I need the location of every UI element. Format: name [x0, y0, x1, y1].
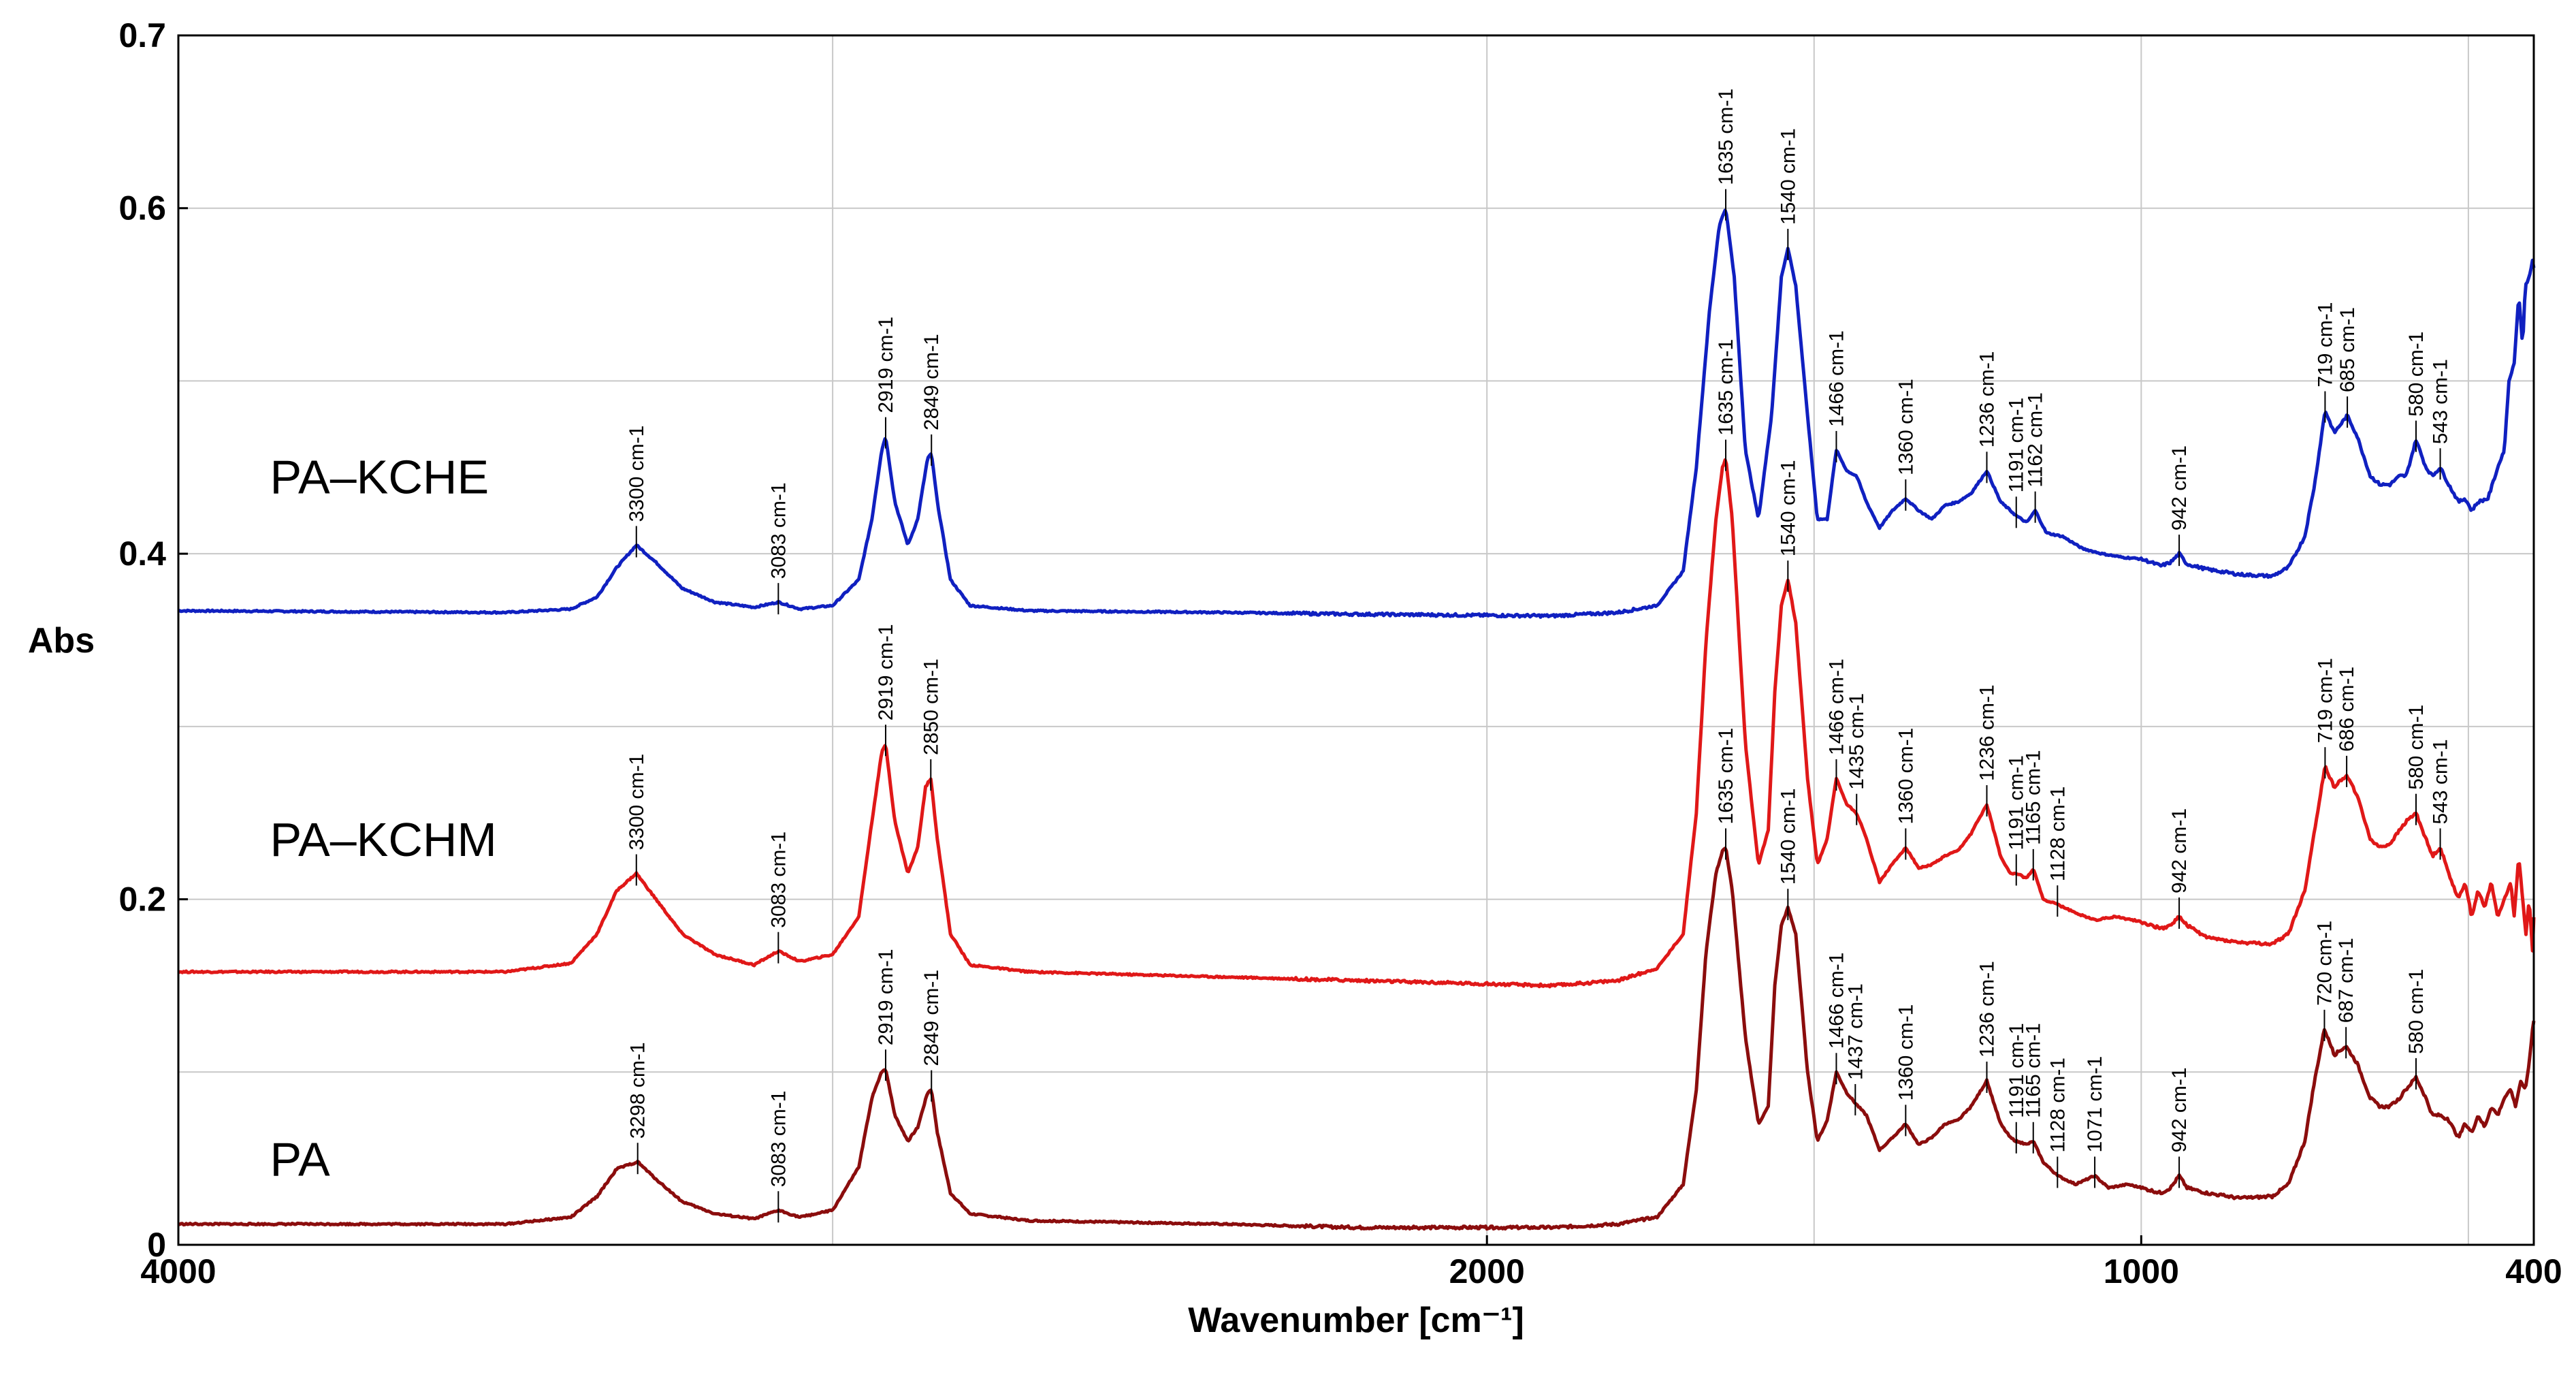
x-tick-label: 400 [2505, 1252, 2562, 1290]
peak-label: 942 cm-1 [2168, 445, 2191, 530]
peak-label: 2849 cm-1 [920, 970, 943, 1066]
spectra [177, 208, 2536, 1231]
peak-label: 3083 cm-1 [767, 831, 790, 928]
peak-label: 1635 cm-1 [1715, 728, 1737, 825]
peak-label: 2919 cm-1 [875, 624, 897, 720]
peak-label: 1466 cm-1 [1825, 658, 1848, 755]
y-tick-label: 0.7 [118, 16, 166, 54]
peak-label: 2850 cm-1 [920, 658, 942, 755]
peak-label: 2919 cm-1 [875, 317, 897, 413]
grid [178, 35, 2534, 1245]
y-tick-label: 0.6 [118, 189, 166, 227]
peak-label: 1236 cm-1 [1976, 684, 1999, 781]
peak-label: 580 cm-1 [2405, 705, 2428, 790]
peak-label: 1437 cm-1 [1844, 983, 1867, 1080]
peak-label: 1236 cm-1 [1976, 351, 1999, 448]
peak-label: 1360 cm-1 [1895, 1004, 1917, 1101]
peak-label: 1128 cm-1 [2046, 1058, 2069, 1153]
peak-label: 1540 cm-1 [1777, 789, 1799, 885]
spectrum-line-pa-kche [178, 208, 2536, 619]
peak-label: 942 cm-1 [2168, 1067, 2191, 1152]
y-axis-title: Abs [28, 621, 95, 661]
spectrum-line-pa [178, 846, 2536, 1231]
peak-label: 1071 cm-1 [2084, 1056, 2106, 1153]
peak-label: 1128 cm-1 [2046, 787, 2069, 882]
peak-label: 2919 cm-1 [875, 949, 897, 1045]
peak-label: 685 cm-1 [2336, 307, 2359, 392]
peak-label: 1165 cm-1 [2023, 750, 2045, 845]
peak-label: 2849 cm-1 [920, 334, 943, 430]
peak-label: 1162 cm-1 [2025, 392, 2047, 488]
peak-label: 3300 cm-1 [626, 426, 648, 522]
peak-label: 686 cm-1 [2336, 667, 2358, 752]
peak-label: 720 cm-1 [2313, 921, 2336, 1006]
peak-label: 1191 cm-1 [2006, 1023, 2028, 1118]
spectrum-line-pa-kchm [177, 458, 2536, 989]
peak-label: 1635 cm-1 [1715, 339, 1737, 436]
peak-label: 719 cm-1 [2314, 658, 2336, 743]
y-tick-label: 0.4 [118, 535, 166, 573]
peak-label: 3300 cm-1 [626, 754, 648, 851]
peak-label: 719 cm-1 [2314, 302, 2336, 387]
peak-annotations: 3300 cm-1 3083 cm-1 2919 cm-1 2849 cm-1 1635… [626, 89, 2452, 1223]
peak-label: 543 cm-1 [2430, 739, 2452, 824]
x-tick-label: 4000 [140, 1252, 216, 1290]
x-tick-label: 2000 [1449, 1252, 1525, 1290]
series-label: PA–KCHE [270, 450, 489, 503]
peak-label: 1466 cm-1 [1825, 953, 1848, 1049]
peak-label: 1191 cm-1 [2006, 398, 2028, 493]
peak-label: 1435 cm-1 [1846, 693, 1868, 790]
x-tick-label: 1000 [2104, 1252, 2179, 1290]
peak-label: 3298 cm-1 [627, 1042, 649, 1139]
peak-label: 3083 cm-1 [767, 1091, 790, 1188]
series-label: PA–KCHM [270, 813, 497, 866]
x-axis-title: Wavenumber [cm⁻¹] [1188, 1301, 1524, 1340]
peak-label: 580 cm-1 [2405, 969, 2428, 1054]
peak-label: 1191 cm-1 [2006, 755, 2028, 851]
series-label: PA [270, 1133, 330, 1186]
peak-label: 687 cm-1 [2335, 938, 2357, 1023]
peak-label: 1165 cm-1 [2023, 1023, 2045, 1118]
peak-label: 580 cm-1 [2405, 332, 2428, 417]
peak-label: 1360 cm-1 [1895, 379, 1917, 475]
peak-label: 942 cm-1 [2168, 808, 2191, 893]
peak-label: 1635 cm-1 [1715, 89, 1737, 185]
peak-label: 1360 cm-1 [1895, 728, 1917, 825]
peak-label: 3083 cm-1 [767, 482, 790, 579]
plot-frame [177, 34, 2535, 1246]
peak-label: 1540 cm-1 [1777, 460, 1799, 556]
peak-label: 1466 cm-1 [1825, 330, 1848, 427]
peak-label: 1540 cm-1 [1777, 128, 1799, 225]
y-tick-label: 0.2 [118, 880, 166, 919]
y-tick-label: 0 [147, 1226, 166, 1264]
peak-label: 1236 cm-1 [1976, 961, 1999, 1058]
peak-label: 543 cm-1 [2430, 359, 2452, 444]
series-labels: PA–KCHE PA–KCHM PA [270, 450, 497, 1186]
